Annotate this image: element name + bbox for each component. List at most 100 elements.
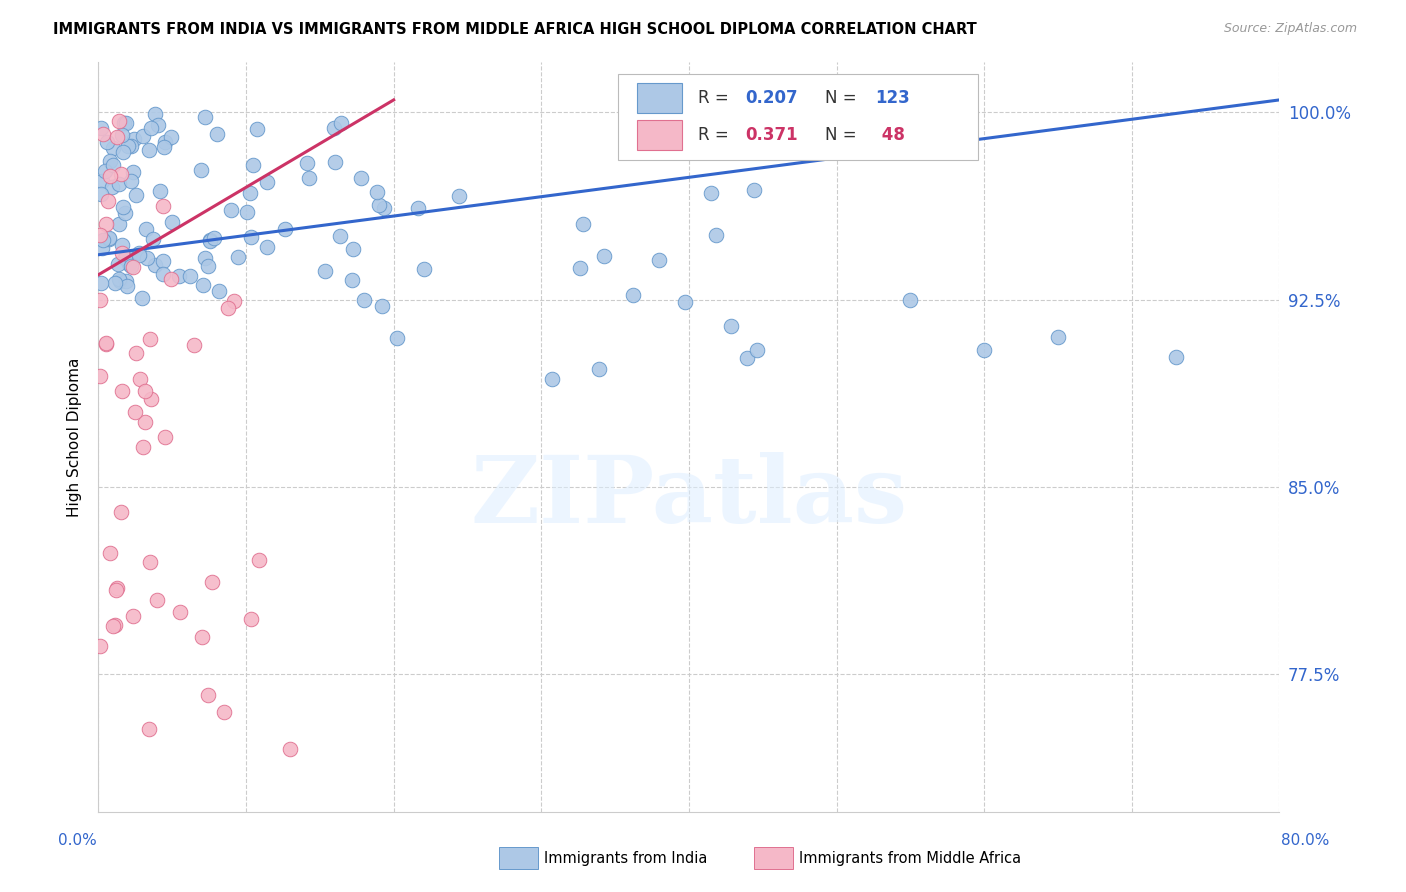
Point (149, 184, 172, 198)
Point (103, 141, 125, 155)
Point (97, 194, 120, 209)
Point (205, 127, 228, 141)
Text: Source: ZipAtlas.com: Source: ZipAtlas.com (1223, 22, 1357, 36)
Point (89, 639, 111, 653)
Point (236, 205, 259, 219)
Point (735, 351, 758, 365)
Point (98, 546, 121, 560)
Text: R =: R = (699, 126, 734, 145)
Point (90, 276, 112, 290)
Point (136, 252, 159, 266)
Point (720, 318, 742, 333)
Point (197, 689, 219, 703)
Bar (637, 84, 682, 113)
Point (193, 278, 215, 293)
Text: N =: N = (825, 89, 862, 107)
Point (242, 158, 264, 172)
Point (105, 581, 128, 595)
Point (97, 231, 120, 245)
Point (593, 249, 616, 263)
Point (114, 116, 136, 130)
Point (115, 274, 138, 288)
Point (111, 384, 134, 398)
Point (91, 233, 114, 247)
Point (143, 106, 166, 120)
Point (194, 251, 217, 265)
Point (413, 261, 436, 276)
Point (112, 145, 135, 160)
Point (160, 272, 183, 286)
Point (111, 238, 134, 252)
Point (197, 259, 219, 273)
Point (247, 553, 270, 567)
Point (121, 260, 143, 274)
Point (152, 254, 174, 268)
Point (138, 144, 160, 158)
Point (141, 121, 163, 136)
Point (94, 217, 117, 231)
Point (588, 361, 610, 376)
Point (212, 705, 235, 719)
Point (194, 110, 217, 124)
Point (108, 177, 131, 191)
Point (314, 264, 336, 278)
Point (112, 115, 135, 129)
Text: 0.0%: 0.0% (58, 833, 97, 847)
Point (742, 183, 765, 197)
Point (101, 619, 124, 633)
Point (91, 174, 114, 188)
Point (323, 155, 346, 169)
Text: 48: 48 (876, 126, 904, 145)
Point (191, 630, 214, 644)
Text: Immigrants from Middle Africa: Immigrants from Middle Africa (799, 851, 1021, 865)
Point (198, 235, 221, 249)
Point (108, 272, 131, 286)
Point (152, 199, 174, 213)
Point (125, 346, 148, 360)
Point (179, 268, 201, 283)
Bar (637, 120, 682, 150)
Point (142, 232, 165, 246)
Point (105, 130, 128, 145)
Point (1166, 350, 1188, 364)
Point (169, 605, 191, 619)
Point (350, 170, 373, 185)
Point (217, 301, 239, 315)
FancyBboxPatch shape (619, 74, 979, 160)
Point (120, 259, 142, 273)
Point (132, 128, 155, 143)
Point (104, 617, 127, 632)
Point (155, 136, 177, 150)
Point (111, 128, 134, 142)
Point (329, 228, 352, 243)
Point (297, 156, 319, 170)
Point (152, 267, 174, 281)
Point (256, 240, 278, 254)
Point (143, 258, 166, 272)
Point (159, 130, 181, 145)
Point (131, 291, 153, 305)
Text: 123: 123 (876, 89, 910, 107)
Point (117, 139, 139, 153)
Point (108, 274, 131, 288)
Point (105, 583, 128, 598)
Text: R =: R = (699, 89, 734, 107)
Point (190, 163, 212, 178)
Point (94, 336, 117, 351)
Point (973, 343, 995, 357)
Point (121, 165, 143, 179)
Point (353, 293, 375, 307)
Point (201, 574, 224, 589)
Point (107, 114, 129, 128)
Point (153, 140, 176, 154)
Point (208, 284, 231, 298)
Point (129, 372, 152, 386)
Point (371, 299, 394, 313)
Point (134, 415, 156, 429)
Point (540, 372, 562, 386)
Point (246, 121, 269, 136)
Point (704, 228, 727, 243)
Point (385, 331, 408, 345)
Point (648, 252, 671, 267)
Point (202, 231, 225, 245)
